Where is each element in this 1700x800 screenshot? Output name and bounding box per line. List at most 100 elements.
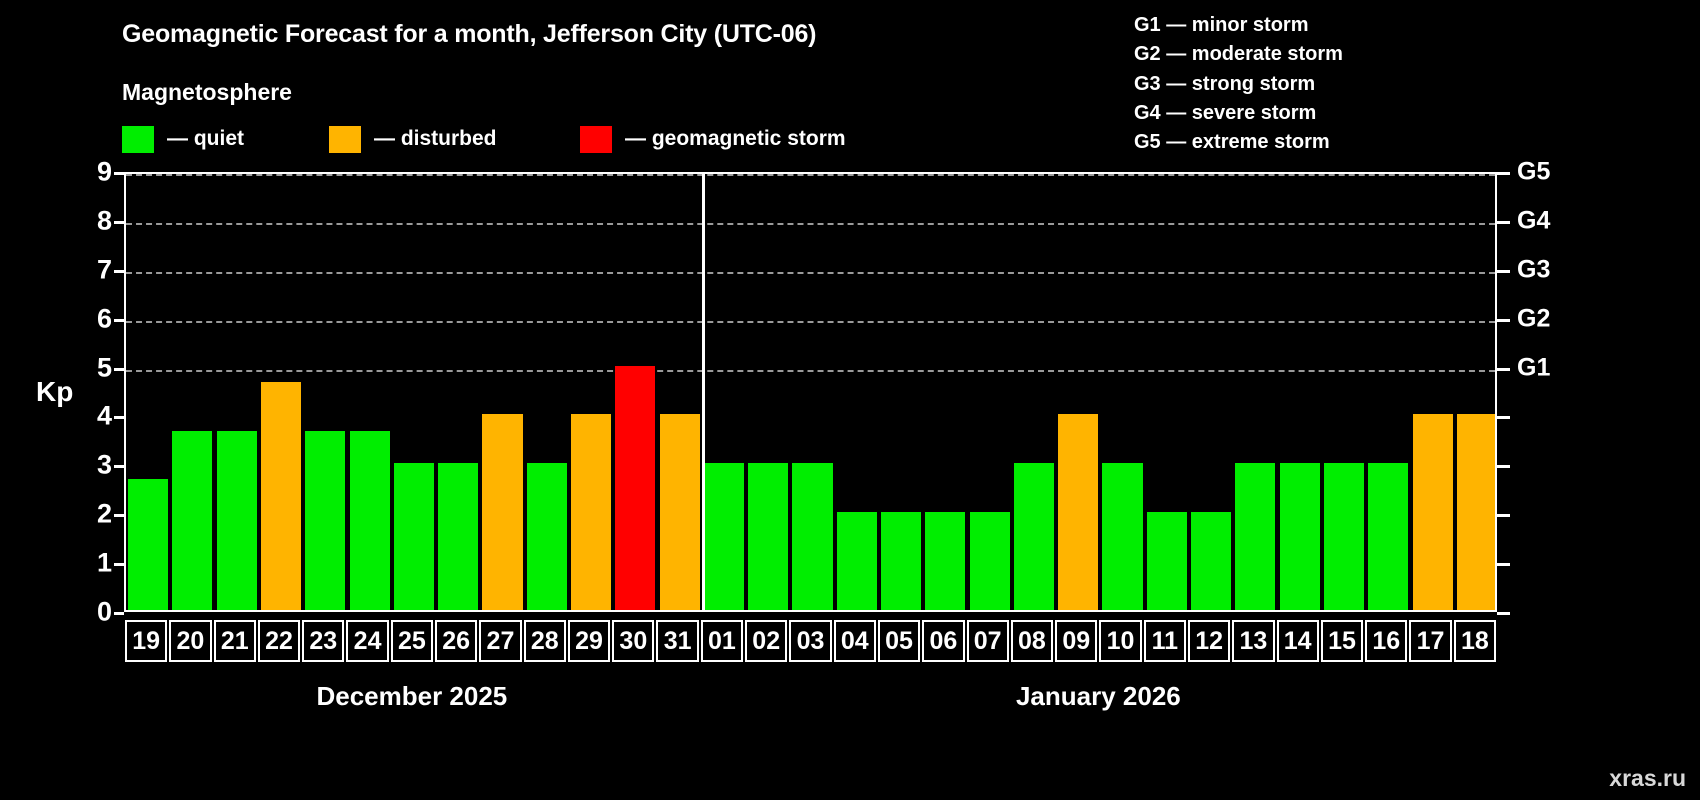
bar-day-18 [1456, 414, 1495, 610]
g-axis-tick-mark [1497, 612, 1510, 615]
g-axis-label-g3: G3 [1517, 255, 1551, 284]
bar-day-01 [703, 463, 744, 610]
y-axis-ticks [0, 172, 130, 615]
date-label-19: 19 [125, 620, 168, 662]
bar-day-30 [615, 365, 656, 610]
date-label-01: 01 [700, 620, 744, 662]
plot-area [124, 172, 1497, 612]
y-axis-title: Kp [36, 376, 74, 407]
g-axis-tick-mark [1497, 220, 1510, 224]
month-separator [701, 174, 705, 610]
y-tick-mark [114, 172, 124, 175]
date-label-05: 05 [877, 620, 921, 662]
g-axis-tick-mark [1497, 269, 1510, 273]
bar-day-03 [792, 463, 833, 610]
bar-day-15 [1323, 463, 1365, 610]
page-title: Geomagnetic Forecast for a month, Jeffer… [122, 20, 817, 48]
gridline [126, 174, 1495, 176]
date-label-24: 24 [346, 620, 389, 662]
date-label-30: 30 [612, 620, 655, 662]
bar-day-17 [1412, 414, 1453, 610]
date-label-17: 17 [1409, 620, 1452, 662]
date-label-06: 06 [922, 620, 965, 662]
bar-day-28 [526, 463, 567, 610]
date-axis: 19 20 21 22 23 24 25 26 27 28 29 30 31 01 02 03 04 05 06 07… [124, 620, 1497, 662]
bar-day-23 [305, 430, 346, 610]
y-tick-label: 9 [96, 156, 112, 187]
bar-day-19 [128, 479, 169, 610]
y-tick-label: 1 [96, 547, 112, 578]
date-label-27: 27 [479, 620, 522, 662]
bar-day-05 [881, 512, 922, 610]
legend-item-quiet: — quiet [122, 124, 244, 154]
date-label-18: 18 [1453, 620, 1496, 662]
date-label-16: 16 [1365, 620, 1408, 662]
g-axis-tick-mark [1497, 416, 1510, 420]
bar-day-20 [172, 430, 213, 610]
g-axis-tick-mark [1497, 172, 1510, 175]
bar-day-10 [1102, 463, 1143, 610]
date-label-10: 10 [1099, 620, 1142, 662]
legend-swatch-icon [580, 125, 612, 153]
y-tick-label: 7 [96, 254, 112, 285]
date-label-29: 29 [567, 620, 611, 662]
gridline [126, 271, 1495, 274]
y-tick-mark [114, 465, 124, 469]
g-axis-label-g4: G4 [1517, 206, 1551, 235]
g-axis-tick-mark [1497, 465, 1510, 469]
bar-day-07 [969, 512, 1010, 610]
y-tick-mark [114, 220, 124, 224]
bar-day-29 [571, 414, 612, 610]
date-label-26: 26 [435, 620, 478, 662]
bar-day-24 [349, 430, 390, 610]
bar-day-16 [1368, 463, 1409, 610]
bar-day-11 [1146, 512, 1187, 610]
g-axis-label-g5: G5 [1517, 157, 1551, 186]
y-tick-mark [114, 269, 124, 273]
y-tick-mark [114, 563, 124, 567]
g-axis-tick-mark [1497, 318, 1510, 322]
bar-day-27 [482, 414, 523, 610]
date-label-25: 25 [390, 620, 434, 662]
g-axis-tick-mark [1497, 367, 1510, 371]
date-label-28: 28 [523, 620, 566, 662]
date-label-09: 09 [1055, 620, 1098, 662]
g-scale-legend-item: G3 — strong storm [1134, 72, 1316, 95]
legend-item-disturbed: — disturbed [329, 124, 497, 154]
date-label-11: 11 [1143, 620, 1186, 662]
date-label-13: 13 [1232, 620, 1275, 662]
y-tick-label: 2 [96, 498, 112, 529]
g-scale-legend-item: G2 — moderate storm [1134, 43, 1343, 66]
g-scale-axis: G1 G2 G3 G4 G5 [1497, 158, 1697, 615]
bar-day-25 [393, 463, 434, 610]
g-scale-legend-item: G4 — severe storm [1134, 101, 1317, 124]
date-label-02: 02 [745, 620, 788, 662]
date-label-12: 12 [1187, 620, 1231, 662]
y-tick-label: 8 [96, 205, 112, 236]
g-axis-label-g1: G1 [1517, 353, 1551, 382]
bar-day-12 [1191, 512, 1232, 610]
y-tick-mark [114, 612, 124, 615]
magnetosphere-heading: Magnetosphere [122, 79, 292, 105]
date-label-20: 20 [169, 620, 212, 662]
bar-day-08 [1013, 463, 1054, 610]
month-caption: January 2026 [1015, 681, 1181, 711]
date-label-08: 08 [1010, 620, 1054, 662]
bar-day-26 [438, 463, 479, 610]
legend-label: — disturbed [374, 127, 497, 150]
y-tick-mark [114, 514, 124, 518]
gridline [126, 222, 1495, 225]
gridline [126, 320, 1495, 323]
y-tick-mark [114, 367, 124, 371]
date-label-14: 14 [1276, 620, 1319, 662]
g-scale-legend: G1 — minor storm G2 — moderate storm G3 — … [1134, 11, 1343, 157]
date-label-22: 22 [257, 620, 301, 662]
date-label-04: 04 [833, 620, 876, 662]
g-axis-label-g2: G2 [1517, 304, 1551, 333]
month-caption: December 2025 [316, 681, 508, 711]
legend-label: — geomagnetic storm [625, 127, 846, 150]
y-tick-label: 4 [96, 400, 112, 431]
watermark: xras.ru [1609, 765, 1686, 791]
y-tick-mark [114, 416, 124, 420]
